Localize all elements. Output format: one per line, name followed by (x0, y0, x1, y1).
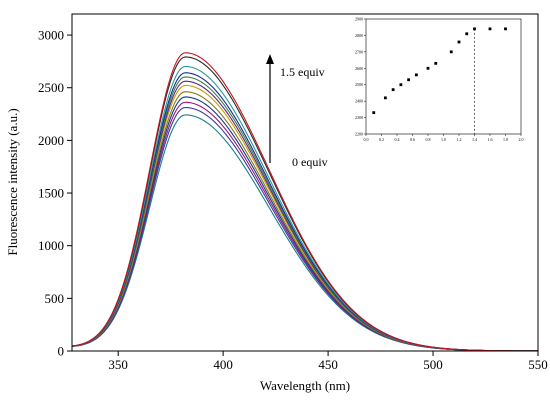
y-tick-label: 1000 (38, 238, 64, 253)
inset-x-tick-label: 1.2 (457, 137, 462, 142)
x-tick-label: 450 (318, 357, 338, 372)
main-plot: 350 400 450 500 550 0 500 1000 1500 2000 2500 3000… (5, 13, 548, 393)
inset-data-point (434, 61, 438, 65)
inset-y-tick-label: 2700 (355, 49, 363, 54)
inset-y-tick-label: 2200 (355, 132, 363, 137)
inset-x-tick-label: 0.0 (364, 137, 369, 142)
inset-y-tick-label: 2500 (355, 82, 363, 87)
inset-data-point (457, 40, 461, 44)
main-plot-frame (71, 13, 539, 352)
inset-x-tick-label: 1.4 (472, 137, 477, 142)
increase-arrow-head (266, 54, 274, 64)
x-tick-label: 500 (423, 357, 443, 372)
inset-x-tick-label: 0.2 (379, 137, 384, 142)
inset-x-tick-label: 0.8 (426, 137, 431, 142)
y-tick-label: 3000 (38, 28, 64, 43)
x-tick-label: 350 (108, 357, 128, 372)
inset-x-tick-label: 0.6 (410, 137, 415, 142)
spectrum-line-12 (71, 52, 539, 352)
inset-y-tick-label: 2400 (355, 99, 363, 104)
inset-data-point (449, 50, 453, 54)
inset-data-point (465, 32, 469, 36)
inset-data-point (426, 66, 430, 70)
inset-background (348, 16, 524, 140)
y-tick-label: 0 (58, 344, 65, 359)
inset-data-point (383, 96, 387, 100)
inset-data-point (414, 73, 418, 77)
inset-y-tick-label: 2300 (355, 115, 363, 120)
x-tick-label: 550 (528, 357, 548, 372)
x-axis-title: Wavelength (nm) (260, 378, 350, 393)
annotation-low: 0 equiv (292, 155, 328, 169)
inset-data-point (473, 27, 476, 31)
y-tick-label: 500 (45, 291, 65, 306)
inset-data-point (399, 83, 403, 87)
inset-data-point (391, 88, 395, 92)
inset-x-tick-label: 2.0 (519, 137, 524, 142)
spectra-curves (71, 52, 539, 352)
y-tick-label: 2500 (38, 80, 64, 95)
x-axis-ticks: 350 400 450 500 550 (108, 351, 548, 372)
inset-data-point (372, 111, 376, 115)
inset-x-tick-label: 0.4 (395, 137, 400, 142)
inset-plot: 0.0 0.2 0.4 0.6 0.8 1.0 1.2 1.4 1.6 1.8 2.0 2200 23… (348, 16, 524, 142)
y-axis-ticks: 0 500 1000 1500 2000 2500 3000 (38, 28, 72, 359)
inset-data-point (488, 27, 492, 31)
inset-data-point (407, 78, 411, 82)
inset-x-tick-label: 1.0 (441, 137, 446, 142)
inset-y-tick-label: 2600 (355, 66, 363, 71)
inset-y-ticks: 2200 2300 2400 2500 2600 2700 2800 2900 (355, 17, 366, 137)
y-axis-title: Fluorescence intensity (a.u.) (5, 108, 20, 255)
inset-points (372, 27, 507, 115)
inset-x-ticks: 0.0 0.2 0.4 0.6 0.8 1.0 1.2 1.4 1.6 1.8 2.0 (364, 134, 524, 142)
y-tick-label: 2000 (38, 133, 64, 148)
inset-x-tick-label: 1.6 (488, 137, 493, 142)
annotation-high: 1.5 equiv (280, 65, 325, 79)
inset-y-tick-label: 2900 (355, 17, 363, 22)
inset-y-tick-label: 2800 (355, 33, 363, 38)
inset-x-tick-label: 1.8 (503, 137, 508, 142)
inset-data-point (504, 27, 507, 31)
y-tick-label: 1500 (38, 186, 64, 201)
x-tick-label: 400 (213, 357, 233, 372)
